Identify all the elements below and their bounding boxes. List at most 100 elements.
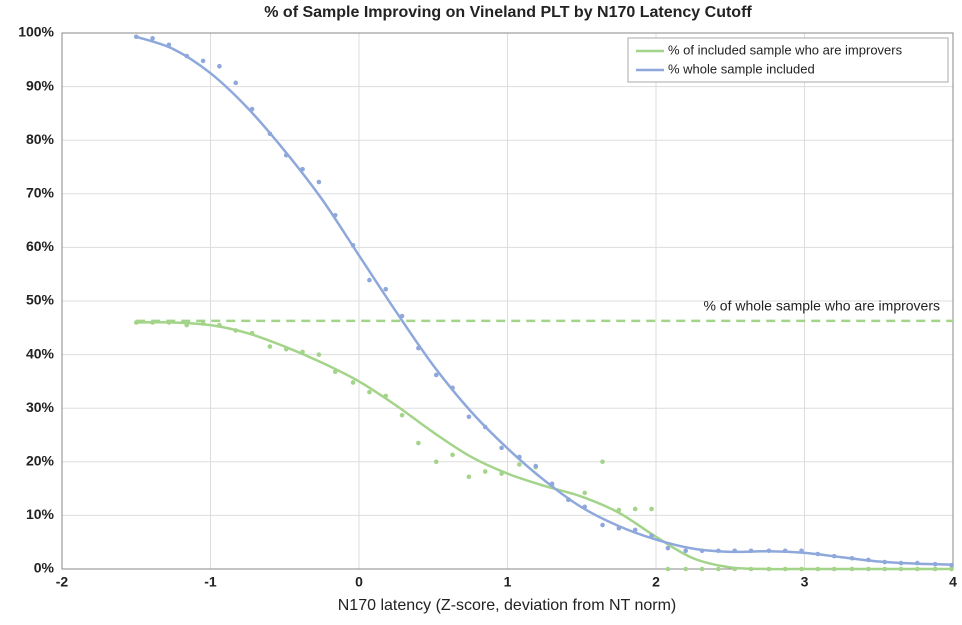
point (882, 559, 887, 565)
point (831, 553, 837, 559)
point (716, 548, 721, 554)
point (367, 277, 372, 283)
point (482, 424, 488, 430)
y-tick-label: 30% (26, 399, 55, 415)
y-tick-label: 50% (26, 292, 55, 308)
point (416, 345, 421, 351)
y-tick-label: 70% (26, 185, 55, 201)
point (383, 393, 389, 399)
point (748, 566, 754, 572)
point (150, 36, 155, 41)
point (748, 548, 754, 554)
point (815, 566, 821, 572)
y-tick-label: 40% (26, 345, 55, 361)
point (632, 527, 638, 533)
point (915, 560, 920, 566)
point (566, 497, 571, 503)
point (466, 414, 472, 420)
point (383, 286, 389, 292)
point (466, 474, 472, 480)
point (898, 560, 904, 566)
point (549, 481, 555, 487)
point (433, 459, 439, 465)
legend-label: % whole sample included (668, 61, 815, 76)
point (399, 412, 405, 418)
x-tick-label: 2 (652, 574, 660, 590)
point (898, 566, 904, 572)
point (766, 566, 772, 572)
point (433, 372, 439, 378)
point (233, 328, 239, 333)
point (616, 525, 622, 531)
y-tick-label: 90% (26, 77, 55, 93)
point (782, 566, 788, 572)
point (249, 106, 255, 112)
point (332, 369, 338, 375)
point (932, 566, 938, 572)
point (866, 566, 871, 572)
point (233, 80, 239, 86)
point (332, 212, 338, 218)
point (849, 566, 855, 572)
point (665, 566, 671, 572)
x-tick-label: 3 (801, 574, 809, 590)
point (799, 566, 804, 572)
point (533, 463, 539, 469)
x-tick-label: -2 (56, 574, 69, 590)
point (517, 454, 522, 460)
point (683, 566, 688, 572)
point (217, 63, 222, 69)
point (600, 459, 605, 465)
point (882, 566, 887, 572)
point (699, 548, 705, 554)
x-axis-label: N170 latency (Z-score, deviation from NT… (338, 597, 676, 614)
point (866, 557, 871, 563)
x-tick-label: 4 (949, 574, 957, 590)
point (649, 506, 654, 512)
point (732, 566, 738, 572)
y-tick-label: 10% (26, 506, 55, 522)
legend-box (627, 37, 949, 83)
point (283, 152, 289, 158)
point (133, 34, 139, 40)
point (399, 313, 405, 319)
plot-frame (61, 32, 954, 570)
point (632, 506, 638, 512)
point (350, 242, 356, 248)
point (932, 561, 938, 567)
point (150, 320, 155, 325)
point (249, 330, 255, 336)
fit-line (136, 320, 953, 571)
point (649, 533, 654, 539)
point (316, 179, 322, 185)
point (367, 389, 372, 395)
point (267, 344, 273, 349)
point (665, 545, 671, 551)
point (499, 471, 504, 476)
point (732, 548, 738, 554)
point (416, 440, 421, 446)
point (200, 321, 206, 326)
point (450, 385, 455, 391)
point (166, 320, 172, 325)
point (766, 548, 772, 554)
point (283, 346, 289, 352)
point (915, 566, 920, 572)
point (133, 320, 139, 325)
x-tick-label: 1 (504, 574, 512, 590)
point (517, 462, 522, 467)
x-tick-label: 0 (355, 574, 363, 590)
y-tick-label: 100% (18, 24, 54, 40)
point (166, 42, 172, 48)
point (499, 445, 504, 451)
point (582, 504, 588, 510)
point (582, 490, 588, 496)
point (683, 548, 688, 554)
point (450, 452, 455, 458)
point (184, 53, 190, 59)
reference-label: % of whole sample who are improvers (703, 298, 940, 314)
y-tick-label: 80% (26, 131, 55, 147)
point (849, 555, 855, 561)
point (949, 562, 954, 568)
